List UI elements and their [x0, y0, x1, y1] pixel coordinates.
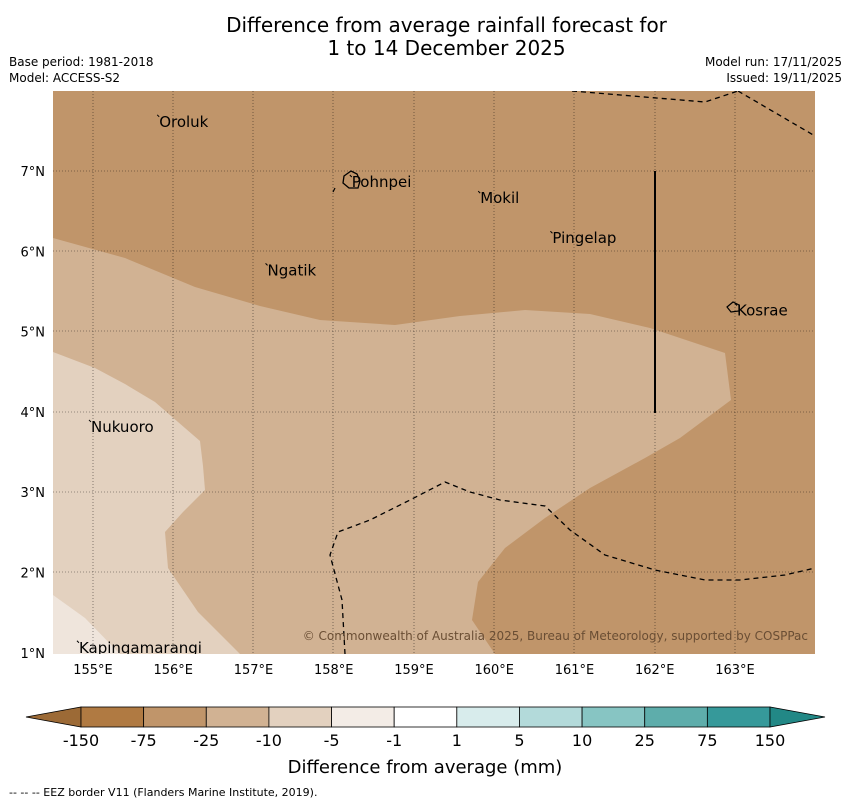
lon-tick-label: 161°E	[555, 663, 595, 678]
lon-tick-label: 159°E	[394, 663, 434, 678]
colorbar-segment	[80, 706, 145, 728]
colorbar-segment	[393, 706, 458, 728]
colorbar-tick-label: 150	[755, 731, 786, 750]
colorbar-under-arrow	[25, 706, 82, 728]
lon-tick-label: 160°E	[474, 663, 514, 678]
longitude-labels: 155°E 156°E 157°E 158°E 159°E 160°E 161°E 162°E…	[73, 663, 755, 678]
lat-tick-label: 6°N	[21, 245, 46, 260]
place-label: Pohnpei	[352, 173, 412, 191]
colorbar-tick-label: 10	[572, 731, 592, 750]
place-marker	[88, 419, 92, 423]
colorbar-segment	[519, 706, 583, 728]
place-label: Kapingamarangi	[79, 639, 202, 657]
lat-tick-label: 7°N	[21, 165, 46, 180]
lon-tick-label: 162°E	[635, 663, 675, 678]
place-label: Pingelap	[552, 229, 616, 247]
lon-tick-label: 157°E	[234, 663, 274, 678]
title-line-2: 1 to 14 December 2025	[327, 36, 566, 60]
pohnpei-island-outline	[342, 170, 361, 189]
model-run-text: Model run: 17/11/2025	[704, 55, 842, 69]
lon-tick-label: 155°E	[73, 663, 113, 678]
place-marker	[76, 640, 80, 644]
colorbar-segment	[268, 706, 332, 728]
colorbar-tick-label: 25	[635, 731, 655, 750]
lon-tick-label: 156°E	[153, 663, 193, 678]
colorbar-segment	[456, 706, 520, 728]
meta-left: Base period: 1981-2018 Model: ACCESS-S2	[9, 54, 154, 86]
chart-title: Difference from average rainfall forecas…	[0, 14, 850, 60]
place-marker	[734, 303, 738, 306]
lat-tick-label: 4°N	[21, 406, 46, 421]
colorbar-tick-label: -25	[193, 731, 219, 750]
place-marker	[550, 230, 553, 234]
rain-band-mid	[53, 238, 731, 654]
rain-band-light	[53, 352, 240, 654]
gridlines	[53, 91, 815, 654]
place-label: Kosrae	[737, 302, 788, 320]
place-label: Nukuoro	[91, 418, 154, 436]
colorbar-segment	[644, 706, 708, 728]
colorbar-over-arrow	[769, 706, 826, 728]
colorbar-tick-label: 5	[514, 731, 524, 750]
title-line-1: Difference from average rainfall forecas…	[226, 13, 667, 37]
colorbar-tick-label: -10	[256, 731, 282, 750]
lat-tick-label: 5°N	[21, 326, 46, 341]
colorbar-segment	[143, 706, 207, 728]
model-text: Model: ACCESS-S2	[9, 71, 121, 85]
place-labels: Oroluk Pohnpei Mokil Pingelap Ngatik Kosrae Nu…	[76, 113, 788, 657]
lon-tick-label: 158°E	[314, 663, 354, 678]
colorbar-tick-label: 1	[452, 731, 462, 750]
map-area: Oroluk Pohnpei Mokil Pingelap Ngatik Kosrae Nu…	[53, 91, 815, 657]
colorbar-segment	[706, 706, 771, 728]
meta-right: Model run: 17/11/2025 Issued: 19/11/2025	[705, 54, 842, 86]
place-label: Ngatik	[268, 261, 317, 279]
copyright-text: © Commonwealth of Australia 2025, Bureau…	[303, 629, 808, 643]
rain-band-lightest	[53, 595, 120, 654]
place-marker	[477, 190, 481, 194]
colorbar-tick-label: -75	[131, 731, 157, 750]
colorbar-tick-label: -1	[386, 731, 402, 750]
place-marker	[156, 114, 160, 118]
colorbar-tick-label: -150	[63, 731, 99, 750]
footer-note: -- -- -- EEZ border V11 (Flanders Marine…	[9, 786, 318, 799]
place-label: Oroluk	[159, 113, 208, 131]
place-label: Mokil	[480, 189, 519, 207]
colorbar-label: Difference from average (mm)	[288, 757, 563, 778]
eez-borders	[329, 91, 815, 654]
place-marker	[349, 174, 353, 178]
colorbar: -150 -75 -25 -10 -5 -1 1 5 10 25 75 150	[25, 706, 826, 750]
colorbar-segment	[205, 706, 270, 728]
colorbar-tick-label: 75	[697, 731, 717, 750]
colorbar-segment	[581, 706, 646, 728]
lon-tick-label: 163°E	[715, 663, 755, 678]
kosrae-island-outline	[726, 301, 740, 313]
place-marker	[265, 263, 268, 266]
base-period-text: Base period: 1981-2018	[9, 55, 154, 69]
latitude-labels: 7°N 6°N 5°N 4°N 3°N 2°N 1°N	[21, 165, 46, 662]
colorbar-segment	[331, 706, 395, 728]
lat-tick-label: 1°N	[21, 647, 46, 662]
lat-tick-label: 2°N	[21, 567, 46, 582]
colorbar-tick-label: -5	[324, 731, 340, 750]
issued-text: Issued: 19/11/2025	[726, 71, 842, 85]
lat-tick-label: 3°N	[21, 486, 46, 501]
islet-mark	[332, 187, 336, 193]
